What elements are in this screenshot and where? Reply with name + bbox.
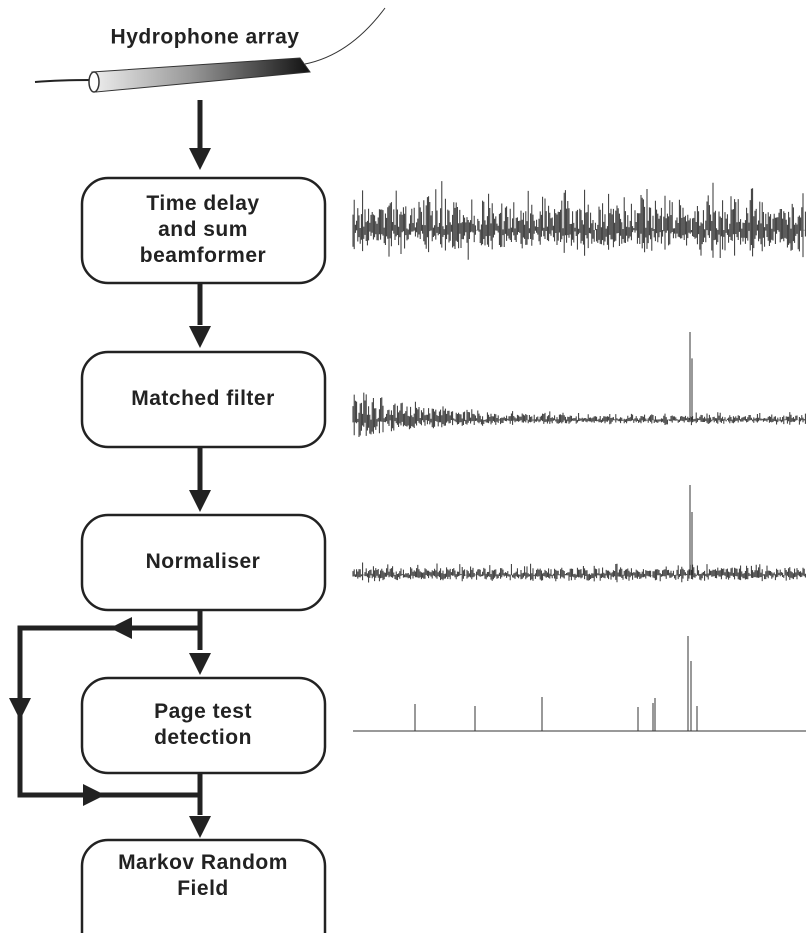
arrow-head — [189, 653, 211, 675]
waveform — [352, 485, 806, 583]
node-box — [80, 838, 327, 933]
waveform — [352, 181, 806, 260]
node-label: Markov Random — [118, 851, 288, 874]
node-label: Time delay — [146, 192, 259, 215]
hydrophone-array — [34, 7, 386, 93]
flow-arrows — [9, 100, 211, 838]
node-label: Field — [177, 877, 229, 900]
detection-output — [353, 636, 806, 732]
node-label: beamformer — [140, 244, 266, 267]
waveforms — [352, 181, 806, 732]
process-node: Normaliser — [80, 513, 327, 612]
node-box — [80, 350, 327, 449]
arrow-head — [189, 326, 211, 348]
node-box — [80, 513, 327, 612]
array-title: Hydrophone array — [111, 26, 300, 49]
node-label: Normaliser — [146, 550, 261, 573]
process-node: Markov Random Field — [80, 838, 327, 933]
waveform — [352, 332, 806, 437]
node-label: Page test — [154, 700, 252, 723]
node-label: Matched filter — [131, 387, 275, 410]
process-node: Page test detection — [80, 676, 327, 775]
node-box — [80, 676, 327, 775]
arrow-head — [189, 490, 211, 512]
arrow-head — [189, 816, 211, 838]
process-node: Time delay and sum beamformer — [80, 176, 327, 285]
node-label: and sum — [158, 218, 248, 241]
arrow-head — [110, 617, 132, 639]
arrow-head — [83, 784, 105, 806]
arrow-head — [189, 148, 211, 170]
node-label: detection — [154, 726, 252, 749]
process-node: Matched filter — [80, 350, 327, 449]
node-box — [80, 176, 327, 285]
